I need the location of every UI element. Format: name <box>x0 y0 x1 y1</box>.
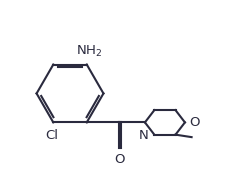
Text: NH$_2$: NH$_2$ <box>75 44 102 59</box>
Text: Cl: Cl <box>46 129 59 142</box>
Text: O: O <box>189 116 200 129</box>
Text: O: O <box>115 153 125 166</box>
Text: N: N <box>139 129 149 142</box>
